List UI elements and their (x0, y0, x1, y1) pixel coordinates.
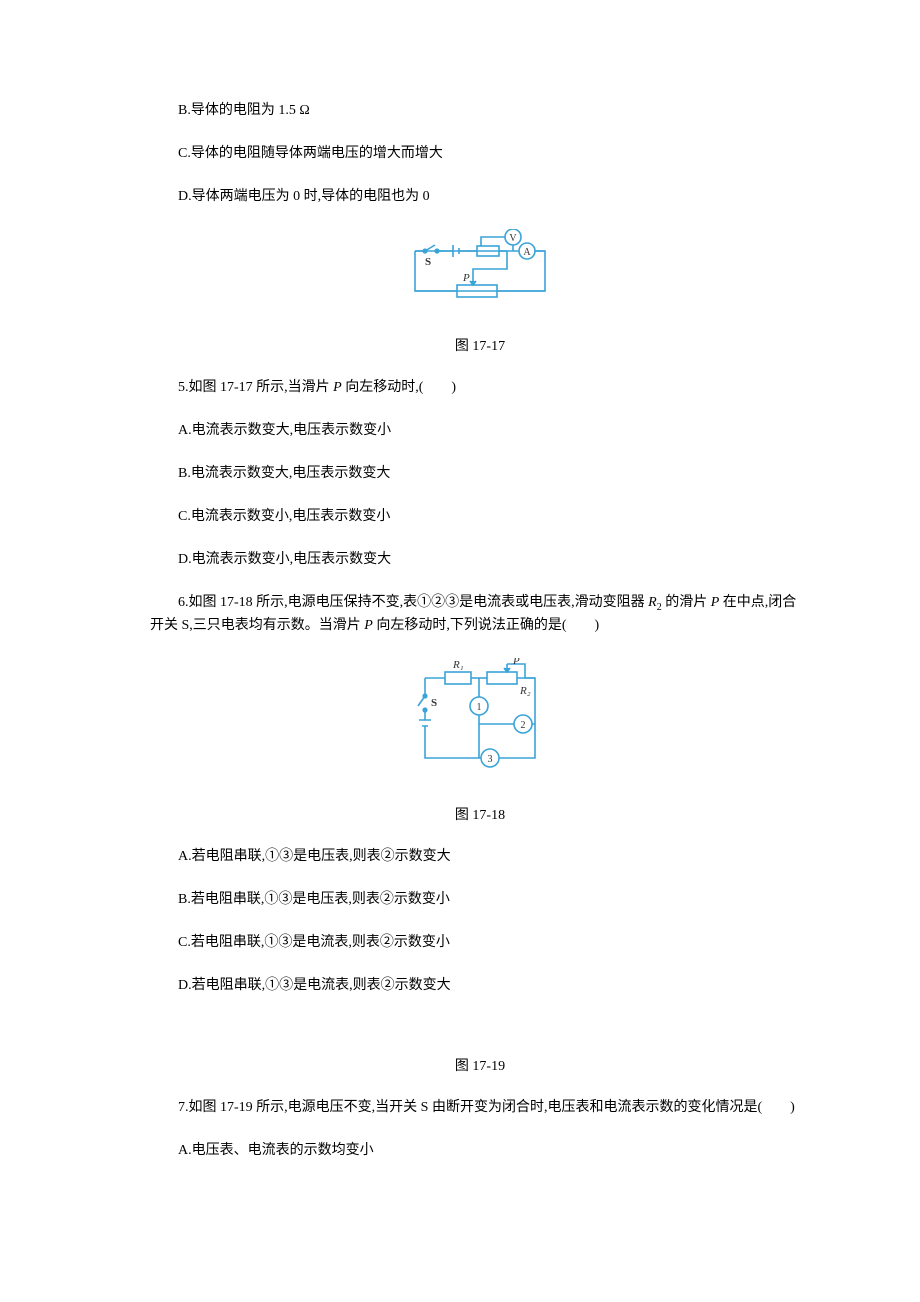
svg-text:2: 2 (521, 720, 526, 731)
q4-option-d: D.导体两端电压为 0 时,导体的电阻也为 0 (150, 186, 810, 207)
q5-option-b: B.电流表示数变大,电压表示数变大 (150, 463, 810, 484)
q6-stem: 6.如图 17-18 所示,电源电压保持不变,表①②③是电流表或电压表,滑动变阻… (150, 592, 810, 636)
q5-option-a: A.电流表示数变大,电压表示数变小 (150, 420, 810, 441)
circuit-17-17-svg: V A S P (395, 229, 565, 309)
svg-text:V: V (509, 233, 517, 244)
svg-text:S: S (425, 256, 431, 268)
circuit-17-18-svg: 1 2 3 R₁ P (395, 658, 565, 778)
q5-option-d: D.电流表示数变小,电压表示数变大 (150, 549, 810, 570)
page-container: B.导体的电阻为 1.5 Ω C.导体的电阻随导体两端电压的增大而增大 D.导体… (0, 0, 920, 1302)
q6-r2-letter: R (648, 595, 657, 610)
q4-option-b: B.导体的电阻为 1.5 Ω (150, 100, 810, 121)
q7-stem: 7.如图 17-19 所示,电源电压不变,当开关 S 由断开变为闭合时,电压表和… (150, 1097, 810, 1118)
svg-text:S: S (431, 697, 437, 709)
figure-17-17-caption: 图 17-17 (150, 336, 810, 357)
q5-option-c: C.电流表示数变小,电压表示数变小 (150, 506, 810, 527)
svg-text:1: 1 (477, 702, 482, 713)
q6-option-d: D.若电阻串联,①③是电流表,则表②示数变大 (150, 975, 810, 996)
figure-17-18: 1 2 3 R₁ P (150, 658, 810, 785)
q6-stem-part1: 6.如图 17-18 所示,电源电压保持不变,表①②③是电流表或电压表,滑动变阻… (178, 595, 648, 610)
svg-text:A: A (523, 247, 531, 258)
svg-text:R₂: R₂ (519, 685, 531, 697)
figure-17-19-caption: 图 17-19 (150, 1056, 810, 1077)
q5-stem: 5.如图 17-17 所示,当滑片 P 向左移动时,( ) (150, 377, 810, 398)
q6-option-a: A.若电阻串联,①③是电压表,则表②示数变大 (150, 846, 810, 867)
svg-text:R₁: R₁ (452, 659, 464, 671)
svg-text:P: P (462, 272, 470, 284)
q7-option-a: A.电压表、电流表的示数均变小 (150, 1140, 810, 1161)
q4-option-c: C.导体的电阻随导体两端电压的增大而增大 (150, 143, 810, 164)
q6-option-b: B.若电阻串联,①③是电压表,则表②示数变小 (150, 889, 810, 910)
figure-17-17: V A S P (150, 229, 810, 316)
figure-17-18-caption: 图 17-18 (150, 805, 810, 826)
q5-stem-text: 5.如图 17-17 所示,当滑片 P 向左移动时,( ) (178, 380, 456, 395)
spacer (150, 1018, 810, 1048)
svg-text:3: 3 (488, 754, 493, 765)
svg-text:P: P (512, 658, 520, 667)
q6-option-c: C.若电阻串联,①③是电流表,则表②示数变小 (150, 932, 810, 953)
